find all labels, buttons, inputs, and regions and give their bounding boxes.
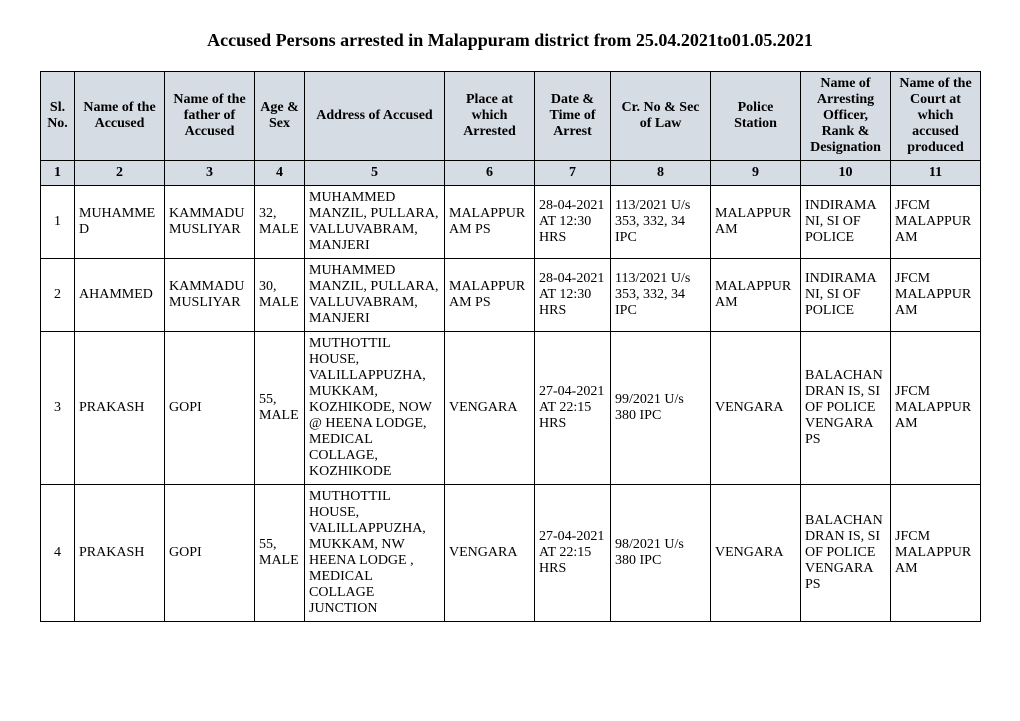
cell-sl: 4 <box>41 485 75 622</box>
cell-officer: INDIRAMANI, SI OF POLICE <box>801 186 891 259</box>
header-crno: Cr. No & Sec of Law <box>611 72 711 161</box>
arrests-table: Sl. No. Name of the Accused Name of the … <box>40 71 981 622</box>
cell-officer: BALACHANDRAN IS, SI OF POLICE VENGARA PS <box>801 332 891 485</box>
table-row: 3 PRAKASH GOPI 55, MALE MUTHOTTIL HOUSE,… <box>41 332 981 485</box>
cell-name: AHAMMED <box>75 259 165 332</box>
cell-address: MUTHOTTIL HOUSE, VALILLAPPUZHA, MUKKAM, … <box>305 485 445 622</box>
cell-place: VENGARA <box>445 485 535 622</box>
cell-date: 27-04-2021 AT 22:15 HRS <box>535 485 611 622</box>
cell-address: MUHAMMED MANZIL, PULLARA, VALLUVABRAM, M… <box>305 259 445 332</box>
header-court: Name of the Court at which accused produ… <box>891 72 981 161</box>
colnum-7: 7 <box>535 161 611 186</box>
cell-address: MUHAMMED MANZIL, PULLARA, VALLUVABRAM, M… <box>305 186 445 259</box>
cell-crno: 99/2021 U/s 380 IPC <box>611 332 711 485</box>
header-date: Date & Time of Arrest <box>535 72 611 161</box>
header-address: Address of Accused <box>305 72 445 161</box>
cell-date: 27-04-2021 AT 22:15 HRS <box>535 332 611 485</box>
cell-father: GOPI <box>165 485 255 622</box>
cell-date: 28-04-2021 AT 12:30 HRS <box>535 186 611 259</box>
cell-sl: 2 <box>41 259 75 332</box>
cell-crno: 98/2021 U/s 380 IPC <box>611 485 711 622</box>
cell-ps: MALAPPURAM <box>711 186 801 259</box>
cell-date: 28-04-2021 AT 12:30 HRS <box>535 259 611 332</box>
cell-officer: BALACHANDRAN IS, SI OF POLICE VENGARA PS <box>801 485 891 622</box>
header-father: Name of the father of Accused <box>165 72 255 161</box>
cell-name: MUHAMMED <box>75 186 165 259</box>
cell-age: 55, MALE <box>255 485 305 622</box>
cell-sl: 1 <box>41 186 75 259</box>
cell-court: JFCM MALAPPURAM <box>891 186 981 259</box>
cell-father: KAMMADU MUSLIYAR <box>165 259 255 332</box>
cell-address: MUTHOTTIL HOUSE, VALILLAPPUZHA, MUKKAM, … <box>305 332 445 485</box>
cell-place: VENGARA <box>445 332 535 485</box>
cell-sl: 3 <box>41 332 75 485</box>
cell-ps: MALAPPURAM <box>711 259 801 332</box>
cell-crno: 113/2021 U/s 353, 332, 34 IPC <box>611 186 711 259</box>
header-row: Sl. No. Name of the Accused Name of the … <box>41 72 981 161</box>
colnum-6: 6 <box>445 161 535 186</box>
colnum-10: 10 <box>801 161 891 186</box>
colnum-8: 8 <box>611 161 711 186</box>
header-place: Place at which Arrested <box>445 72 535 161</box>
cell-court: JFCM MALAPPURAM <box>891 259 981 332</box>
cell-name: PRAKASH <box>75 332 165 485</box>
colnum-3: 3 <box>165 161 255 186</box>
header-sl: Sl. No. <box>41 72 75 161</box>
cell-age: 30, MALE <box>255 259 305 332</box>
cell-crno: 113/2021 U/s 353, 332, 34 IPC <box>611 259 711 332</box>
cell-age: 32, MALE <box>255 186 305 259</box>
colnum-5: 5 <box>305 161 445 186</box>
colnum-11: 11 <box>891 161 981 186</box>
cell-place: MALAPPURAM PS <box>445 186 535 259</box>
cell-name: PRAKASH <box>75 485 165 622</box>
colnum-1: 1 <box>41 161 75 186</box>
cell-ps: VENGARA <box>711 332 801 485</box>
table-row: 1 MUHAMMED KAMMADU MUSLIYAR 32, MALE MUH… <box>41 186 981 259</box>
column-number-row: 1 2 3 4 5 6 7 8 9 10 11 <box>41 161 981 186</box>
table-row: 4 PRAKASH GOPI 55, MALE MUTHOTTIL HOUSE,… <box>41 485 981 622</box>
cell-ps: VENGARA <box>711 485 801 622</box>
page-title: Accused Persons arrested in Malappuram d… <box>40 30 980 51</box>
colnum-9: 9 <box>711 161 801 186</box>
header-ps: Police Station <box>711 72 801 161</box>
colnum-2: 2 <box>75 161 165 186</box>
header-age: Age & Sex <box>255 72 305 161</box>
header-officer: Name of Arresting Officer, Rank & Design… <box>801 72 891 161</box>
cell-officer: INDIRAMANI, SI OF POLICE <box>801 259 891 332</box>
cell-age: 55, MALE <box>255 332 305 485</box>
cell-father: KAMMADU MUSLIYAR <box>165 186 255 259</box>
colnum-4: 4 <box>255 161 305 186</box>
cell-court: JFCM MALAPPURAM <box>891 332 981 485</box>
cell-place: MALAPPURAM PS <box>445 259 535 332</box>
cell-father: GOPI <box>165 332 255 485</box>
table-row: 2 AHAMMED KAMMADU MUSLIYAR 30, MALE MUHA… <box>41 259 981 332</box>
cell-court: JFCM MALAPPURAM <box>891 485 981 622</box>
header-name: Name of the Accused <box>75 72 165 161</box>
